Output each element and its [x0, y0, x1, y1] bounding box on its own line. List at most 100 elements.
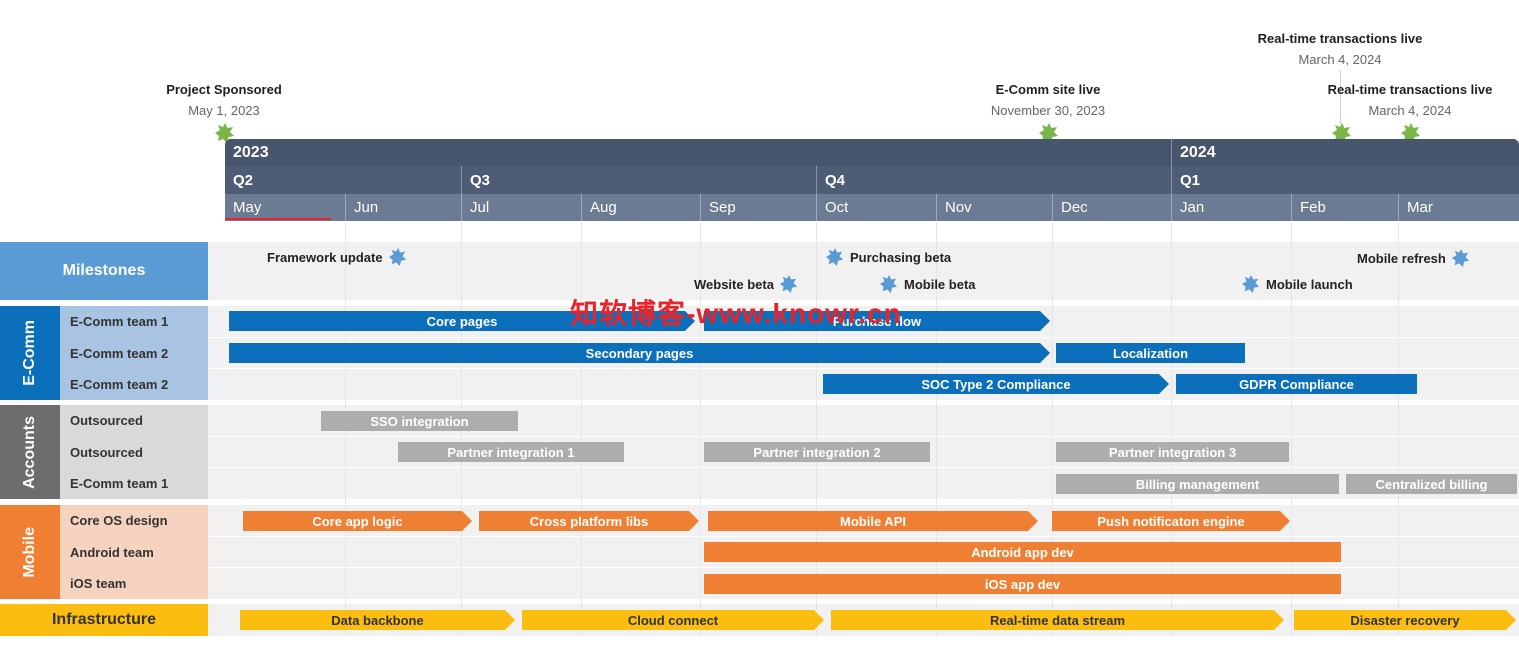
- gridline: [816, 222, 817, 636]
- month-label: May: [233, 199, 262, 216]
- milestone-item[interactable]: Mobile beta: [880, 275, 976, 293]
- group-label: Milestones: [62, 262, 146, 279]
- month-label: Oct: [825, 199, 849, 216]
- quarter-q3: Q3: [461, 166, 816, 194]
- row-label: E-Comm team 2: [70, 345, 169, 361]
- row-divider: [0, 467, 1519, 468]
- quarter-label: Q3: [470, 171, 491, 189]
- task-bar[interactable]: Push notificaton engine: [1052, 511, 1290, 531]
- row-divider: [0, 436, 1519, 437]
- watermark: 知软博客-www.knowr.cn: [570, 298, 902, 329]
- year-2023: 2023: [225, 139, 1171, 166]
- month-label: Nov: [945, 199, 972, 216]
- task-bar[interactable]: Cloud connect: [522, 610, 824, 630]
- task-bar[interactable]: Cross platform libs: [479, 511, 699, 531]
- milestone-date: November 30, 2023: [990, 103, 1106, 118]
- row-label: Android team: [70, 544, 154, 560]
- task-bar[interactable]: Centralized billing: [1346, 474, 1517, 494]
- group-label: Infrastructure: [51, 611, 157, 628]
- month-jul: Jul: [461, 194, 581, 221]
- accounts-labels-bg: [60, 405, 208, 499]
- milestone-item[interactable]: Framework update: [267, 248, 407, 266]
- milestone-blue-star-icon: [826, 248, 844, 266]
- mobile-labels-bg: [60, 505, 208, 599]
- quarter-label: Q2: [233, 171, 254, 189]
- task-bar[interactable]: Core app logic: [243, 511, 472, 531]
- milestone-label: Purchasing beta: [850, 249, 952, 265]
- task-bar[interactable]: Mobile API: [708, 511, 1038, 531]
- task-bar[interactable]: SOC Type 2 Compliance: [823, 374, 1169, 394]
- milestone-label: Website beta: [694, 276, 774, 292]
- month-nov: Nov: [936, 194, 1052, 221]
- milestone-label: Mobile launch: [1266, 276, 1353, 292]
- row-label: E-Comm team 1: [70, 314, 169, 329]
- row-divider: [0, 337, 1519, 338]
- gridline: [1171, 222, 1172, 636]
- quarter-label: Q4: [825, 171, 846, 189]
- milestone-blue-star-icon: [779, 275, 798, 293]
- milestone-item[interactable]: Purchasing beta: [826, 248, 951, 266]
- quarter-q1: Q1: [1171, 166, 1519, 194]
- task-bar[interactable]: Localization: [1056, 343, 1245, 363]
- row-divider: [0, 567, 1519, 568]
- task-bar[interactable]: GDPR Compliance: [1176, 374, 1417, 394]
- month-jan: Jan: [1171, 194, 1291, 221]
- milestone-item[interactable]: Mobile launch: [1242, 275, 1353, 293]
- task-bar[interactable]: Billing management: [1056, 474, 1339, 494]
- milestone-green-star-icon[interactable]: [1039, 123, 1059, 143]
- month-label: Mar: [1407, 199, 1433, 216]
- gridline: [1398, 222, 1399, 636]
- month-label: Jul: [470, 199, 490, 216]
- milestone-item[interactable]: Mobile refresh: [1357, 249, 1470, 267]
- row-divider: [0, 536, 1519, 537]
- task-bar[interactable]: Secondary pages: [229, 343, 1050, 363]
- today-indicator: [225, 218, 331, 220]
- task-bar[interactable]: Data backbone: [240, 610, 515, 630]
- ecomm-labels-bg: [60, 306, 208, 400]
- milestone-green-star-icon[interactable]: [215, 123, 235, 143]
- task-bar[interactable]: Core pages: [229, 311, 695, 331]
- task-bar[interactable]: Partner integration 3: [1056, 442, 1289, 462]
- row-label: Core OS design: [70, 513, 168, 528]
- milestone-blue-star-icon: [1451, 249, 1469, 267]
- milestone-label: Mobile beta: [904, 276, 976, 292]
- row-label: Outsourced: [70, 413, 143, 428]
- milestone-blue-star-icon: [388, 248, 406, 266]
- milestone-date: March 4, 2024: [1368, 103, 1452, 118]
- year-2024: 2024: [1171, 139, 1519, 166]
- year-label: 2024: [1180, 143, 1216, 161]
- task-bar[interactable]: Purchase flow: [704, 311, 1050, 331]
- gridline: [581, 222, 582, 636]
- task-bar[interactable]: Disaster recovery: [1294, 610, 1516, 630]
- task-bar[interactable]: iOS app dev: [704, 574, 1341, 594]
- quarter-q2: Q2: [225, 166, 461, 194]
- month-label: Feb: [1300, 199, 1326, 216]
- milestone-label: Mobile refresh: [1357, 250, 1446, 266]
- milestone-green-star-icon[interactable]: [1332, 123, 1352, 143]
- gridline: [936, 222, 937, 636]
- milestone-blue-star-icon: [880, 275, 898, 293]
- task-bar[interactable]: Partner integration 2: [704, 442, 930, 462]
- quarter-q4: Q4: [816, 166, 1171, 194]
- group-label: Mobile: [21, 526, 38, 578]
- month-jun: Jun: [345, 194, 461, 221]
- month-label: Jan: [1180, 199, 1205, 216]
- row-label: iOS team: [70, 576, 127, 591]
- row-label: E-Comm team 1: [70, 476, 169, 491]
- task-bar[interactable]: SSO integration: [321, 411, 518, 431]
- month-feb: Feb: [1291, 194, 1398, 221]
- gridline: [700, 222, 701, 636]
- milestone-title: Real-time transactions live: [1257, 31, 1423, 46]
- milestone-label: Framework update: [267, 249, 383, 265]
- month-oct: Oct: [816, 194, 936, 221]
- milestone-item[interactable]: Website beta: [694, 275, 798, 293]
- milestone-date: May 1, 2023: [188, 103, 260, 118]
- milestone-green-star-icon[interactable]: [1401, 123, 1421, 143]
- group-milestones: Milestones: [0, 242, 208, 300]
- gridline: [1052, 222, 1053, 636]
- milestone-title: Real-time transactions live: [1327, 82, 1493, 97]
- task-bar[interactable]: Real-time data stream: [831, 610, 1284, 630]
- task-bar[interactable]: Android app dev: [704, 542, 1341, 562]
- task-bar[interactable]: Partner integration 1: [398, 442, 624, 462]
- group-label: Accounts: [21, 415, 38, 489]
